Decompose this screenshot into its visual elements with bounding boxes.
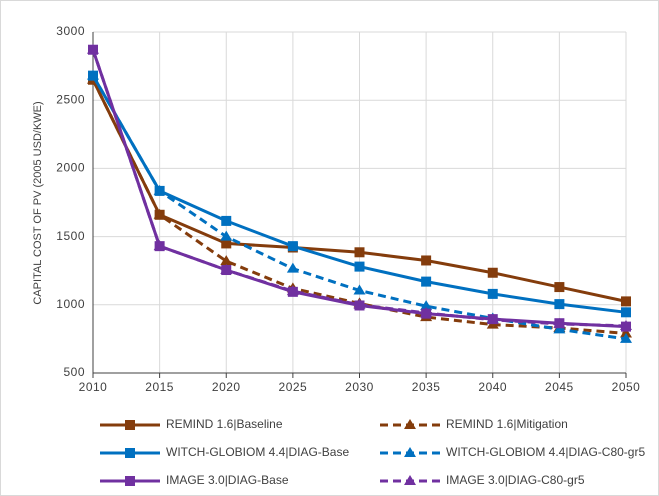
legend-marker xyxy=(125,420,135,430)
legend-label: WITCH-GLOBIOM 4.4|DIAG-C80-gr5 xyxy=(446,445,645,459)
data-point xyxy=(353,284,366,295)
legend-marker xyxy=(404,419,416,429)
data-point xyxy=(554,299,565,310)
x-tick-label: 2010 xyxy=(79,380,108,394)
legend-marker xyxy=(125,476,135,486)
legend-label: IMAGE 3.0|DIAG-Base xyxy=(166,473,289,487)
legend-marker xyxy=(125,448,135,458)
data-point xyxy=(554,282,565,293)
data-point xyxy=(553,317,566,328)
legend-marker xyxy=(404,447,416,457)
y-tick-label: 500 xyxy=(63,365,85,379)
data-point xyxy=(621,296,631,307)
data-point xyxy=(153,240,166,251)
legend-label: REMIND 1.6|Mitigation xyxy=(446,417,568,431)
legend-label: IMAGE 3.0|DIAG-C80-gr5 xyxy=(446,473,585,487)
y-axis-label: CAPITAL COST OF PV (2005 USD/KWE) xyxy=(32,101,44,304)
data-point xyxy=(220,264,233,275)
data-point xyxy=(487,267,498,278)
data-point xyxy=(354,261,365,272)
data-point xyxy=(421,276,432,287)
data-point xyxy=(420,306,433,317)
y-tick-label: 2000 xyxy=(56,161,85,175)
data-point xyxy=(620,332,632,343)
data-point xyxy=(354,247,365,258)
y-tick-label: 1500 xyxy=(56,229,85,243)
x-tick-label: 2025 xyxy=(279,380,308,394)
data-point xyxy=(421,255,432,266)
data-point xyxy=(286,285,299,296)
x-tick-label: 2015 xyxy=(145,380,174,394)
data-point xyxy=(220,255,233,266)
y-tick-label: 1000 xyxy=(56,297,85,311)
x-tick-label: 2045 xyxy=(545,380,574,394)
data-point xyxy=(553,323,566,334)
data-point xyxy=(620,327,632,338)
data-point xyxy=(286,262,299,273)
y-tick-label: 2500 xyxy=(56,92,85,106)
legend-label: WITCH-GLOBIOM 4.4|DIAG-Base xyxy=(166,445,349,459)
x-tick-label: 2035 xyxy=(412,380,441,394)
data-point xyxy=(420,300,433,311)
data-point xyxy=(621,307,631,318)
data-point xyxy=(287,241,298,252)
data-point xyxy=(153,184,166,195)
x-tick-label: 2020 xyxy=(212,380,241,394)
data-point xyxy=(220,230,233,241)
x-tick-label: 2030 xyxy=(345,380,374,394)
data-point xyxy=(87,43,99,54)
data-point xyxy=(353,298,366,309)
y-tick-label: 3000 xyxy=(56,24,85,38)
data-point xyxy=(620,319,632,330)
data-point xyxy=(221,238,232,249)
data-point xyxy=(221,215,232,226)
x-tick-label: 2040 xyxy=(478,380,507,394)
legend-label: REMIND 1.6|Baseline xyxy=(166,417,283,431)
data-point xyxy=(486,313,499,324)
data-point xyxy=(87,69,99,80)
data-point xyxy=(153,208,166,219)
legend-marker xyxy=(404,475,416,485)
data-point xyxy=(487,288,498,299)
x-tick-label: 2050 xyxy=(612,380,641,394)
